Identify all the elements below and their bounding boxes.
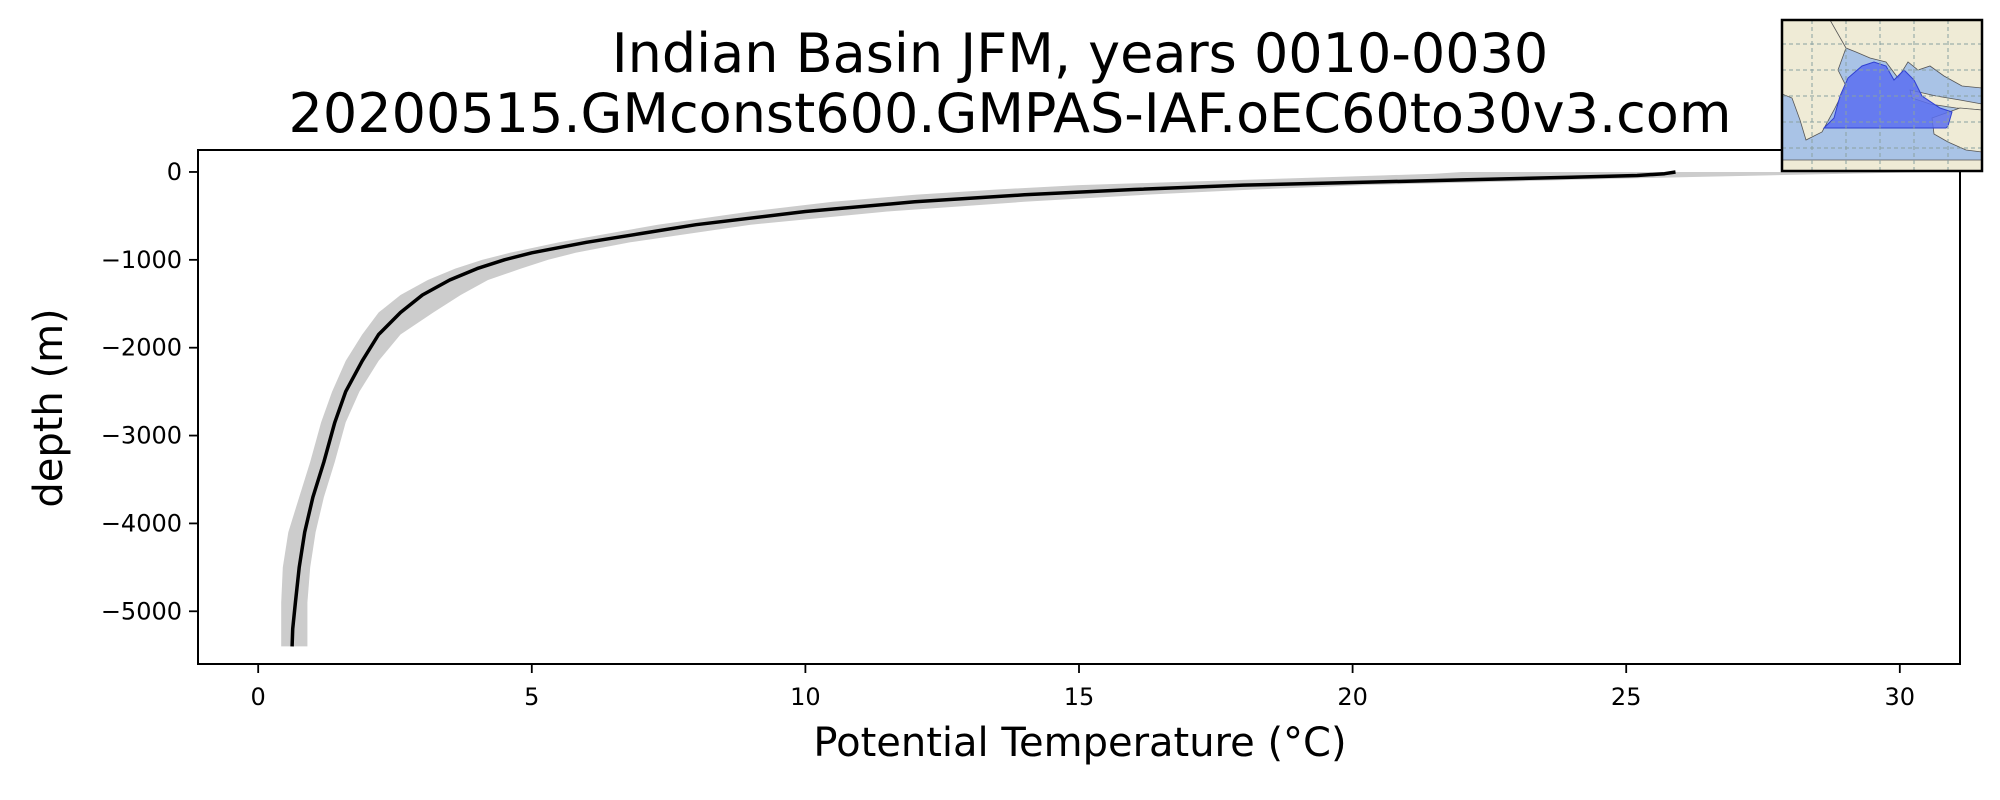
inset-land-antarctica xyxy=(1782,159,1982,171)
y-tick-label: −1000 xyxy=(101,246,182,274)
x-tick-label: 0 xyxy=(251,683,266,711)
region-inset-map xyxy=(1780,18,1984,173)
y-tick-label: −3000 xyxy=(101,422,182,450)
y-tick-label: −5000 xyxy=(101,597,182,625)
inset-land-asia xyxy=(1829,20,1982,89)
plot-frame xyxy=(197,149,1961,665)
spread-band xyxy=(281,172,1928,647)
x-tick-label: 25 xyxy=(1611,683,1642,711)
profile-line-0 xyxy=(290,170,1676,647)
inset-frame xyxy=(1780,18,1984,173)
spread-band-layer xyxy=(281,172,1928,647)
y-tick-label: −2000 xyxy=(101,334,182,362)
plot-area: 0 5 10 15 20 25 30 0 −1000 −2000 −3000 −4000 −5000 xyxy=(101,149,1961,711)
chart-subtitle: 20200515.GMconst600.GMPAS-IAF.oEC60to30v… xyxy=(289,82,1732,145)
y-tick-label: 0 xyxy=(167,158,182,186)
x-tick-label: 5 xyxy=(524,683,539,711)
x-tick-label: 15 xyxy=(1064,683,1095,711)
x-tick-label: 10 xyxy=(790,683,821,711)
chart-title: Indian Basin JFM, years 0010-0030 xyxy=(612,22,1549,85)
x-tick-label: 20 xyxy=(1337,683,1368,711)
x-axis-ticks: 0 5 10 15 20 25 30 xyxy=(251,664,1916,711)
inset-gridlines xyxy=(1782,20,1982,171)
y-tick-label: −4000 xyxy=(101,509,182,537)
x-tick-label: 30 xyxy=(1885,683,1916,711)
profile-line-layer xyxy=(290,170,1676,647)
inset-indian-basin-region xyxy=(1822,61,1953,129)
x-axis-label: Potential Temperature (°C) xyxy=(813,720,1346,766)
y-axis-label: depth (m) xyxy=(26,308,72,507)
y-axis-ticks: 0 −1000 −2000 −3000 −4000 −5000 xyxy=(101,158,198,625)
